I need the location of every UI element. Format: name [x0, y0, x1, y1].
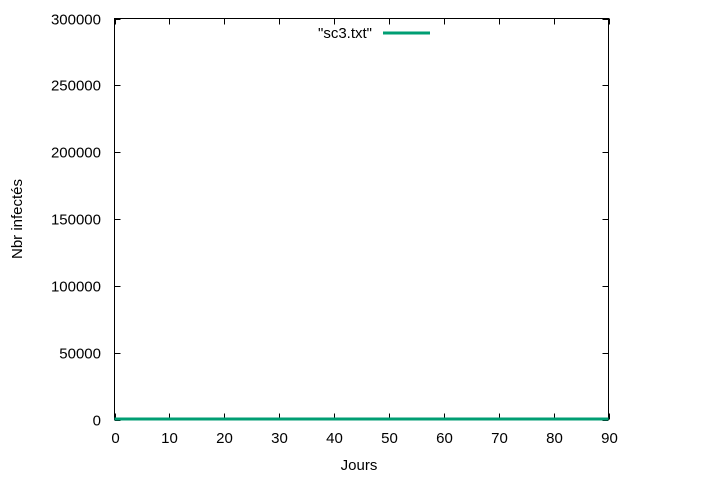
x-tick-label: 80	[546, 430, 563, 447]
x-tick-label: 0	[111, 430, 119, 447]
x-tick-label: 20	[216, 430, 233, 447]
y-tick-label: 0	[93, 413, 101, 430]
x-tick-label: 70	[491, 430, 508, 447]
y-tick-label: 50000	[59, 346, 101, 363]
x-axis: 0 10 20 30 40 50 60 70 80 90	[111, 18, 618, 447]
x-tick-label: 60	[436, 430, 453, 447]
x-tick-label: 30	[271, 430, 288, 447]
y-tick-label: 100000	[51, 279, 101, 296]
y-tick-label: 200000	[51, 145, 101, 162]
x-tick-label: 40	[326, 430, 343, 447]
legend-label: "sc3.txt"	[318, 25, 372, 42]
y-tick-label: 300000	[51, 12, 101, 29]
plot-frame	[114, 18, 609, 420]
x-axis-label: Jours	[341, 457, 378, 474]
x-tick-label: 90	[601, 430, 618, 447]
y-tick-label: 250000	[51, 78, 101, 95]
y-axis-label: Nbr infectés	[9, 179, 26, 259]
y-tick-label: 150000	[51, 212, 101, 229]
x-tick-label: 10	[161, 430, 178, 447]
y-axis: 0 50000 100000 150000 200000 250000 300000	[51, 12, 609, 430]
x-tick-label: 50	[381, 430, 398, 447]
legend: "sc3.txt"	[318, 25, 430, 42]
